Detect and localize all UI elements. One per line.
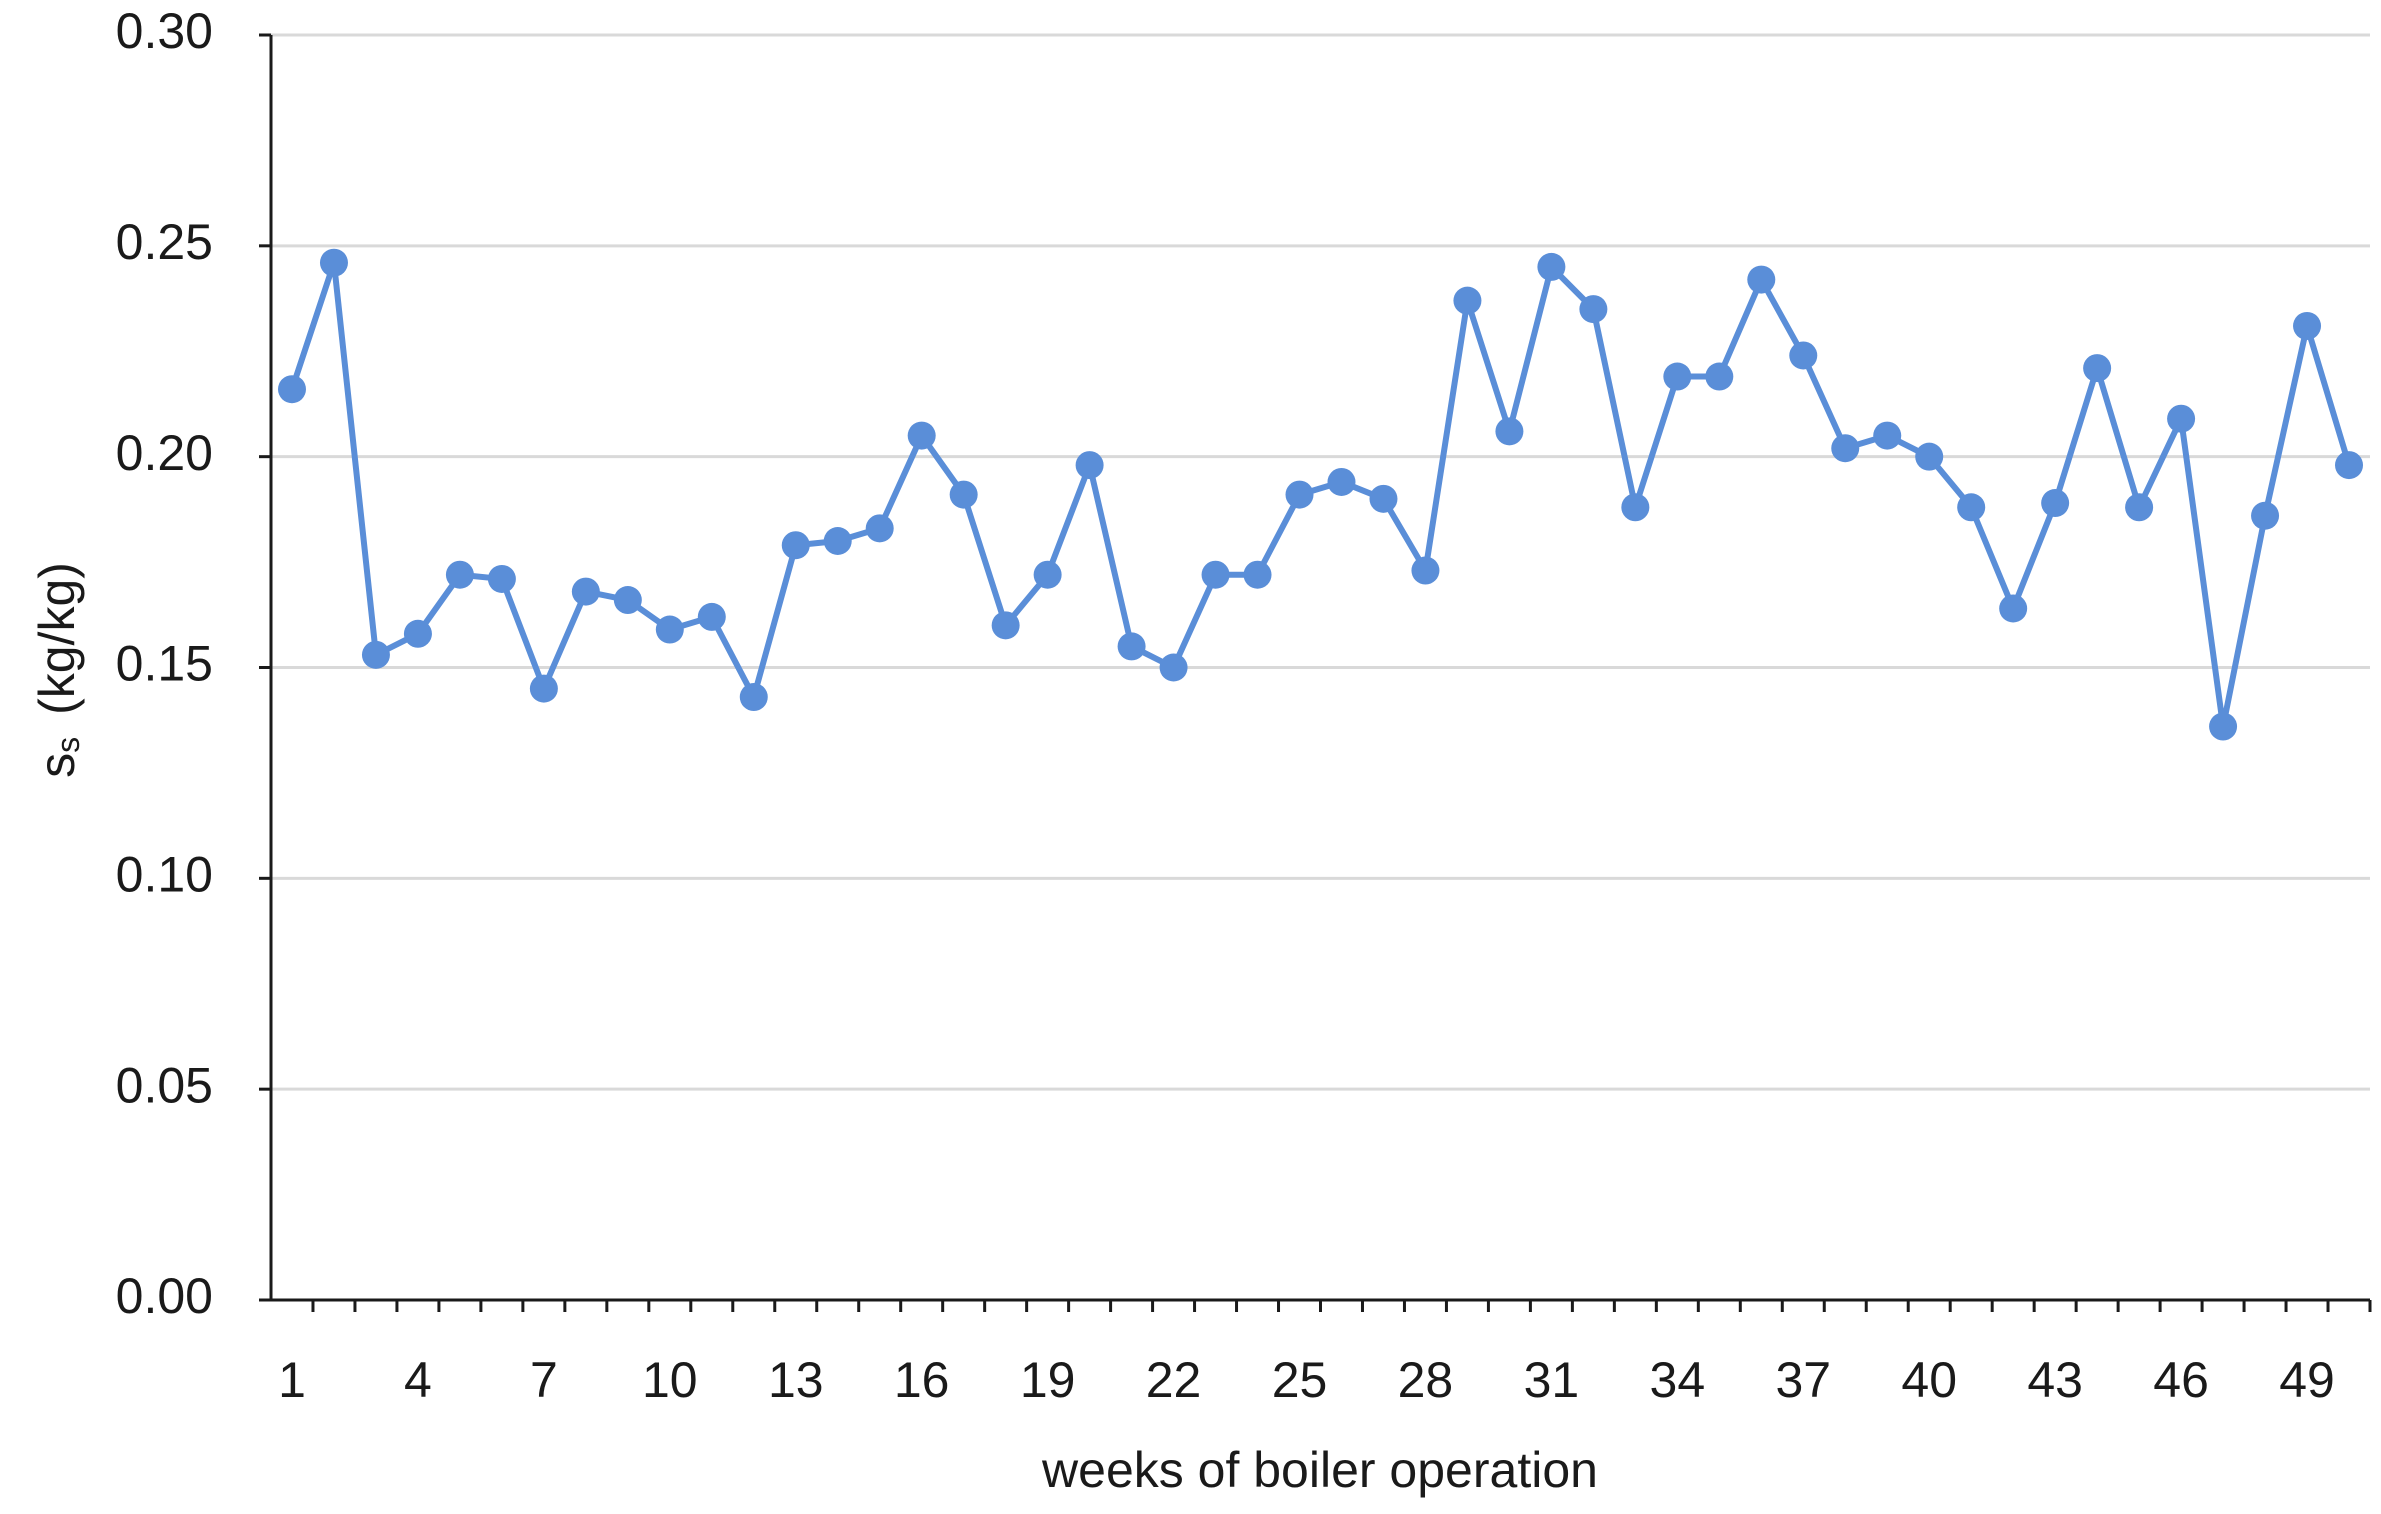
y-axis-subscript: s <box>50 737 86 753</box>
data-point <box>1411 556 1440 585</box>
data-point <box>1159 653 1188 682</box>
y-tick-label: 0.00 <box>116 1268 213 1324</box>
y-tick-label: 0.05 <box>116 1057 213 1113</box>
data-point <box>1453 286 1482 315</box>
data-point <box>1033 560 1062 589</box>
data-point <box>1831 434 1860 463</box>
data-point <box>1747 265 1776 294</box>
data-point <box>1789 341 1818 370</box>
data-point <box>1915 442 1944 471</box>
y-axis-symbol: s <box>29 753 85 778</box>
x-tick-label: 22 <box>1146 1352 1202 1408</box>
data-point <box>1579 295 1608 324</box>
x-tick-label: 25 <box>1272 1352 1328 1408</box>
data-point <box>697 602 726 631</box>
x-tick-label: 28 <box>1398 1352 1454 1408</box>
data-point <box>319 248 348 277</box>
data-point <box>529 674 558 703</box>
x-tick-label: 46 <box>2153 1352 2209 1408</box>
data-point <box>2083 354 2112 383</box>
data-point <box>823 527 852 555</box>
data-point <box>1285 480 1314 509</box>
x-tick-label: 49 <box>2279 1352 2335 1408</box>
data-point <box>1999 594 2028 623</box>
y-tick-label: 0.15 <box>116 636 213 692</box>
data-point <box>2209 712 2238 741</box>
data-line <box>289 259 2352 730</box>
data-point <box>1621 493 1650 522</box>
x-tick-label: 34 <box>1650 1352 1706 1408</box>
data-point <box>1705 362 1734 391</box>
y-tick-label: 0.10 <box>116 847 213 903</box>
data-point <box>613 586 642 615</box>
x-tick-label: 19 <box>1020 1352 1076 1408</box>
x-tick-label: 37 <box>1775 1352 1831 1408</box>
data-point <box>445 560 474 589</box>
data-point <box>2251 501 2280 530</box>
data-point <box>2335 451 2364 480</box>
x-tick-label: 43 <box>2027 1352 2083 1408</box>
x-tick-label: 31 <box>1524 1352 1580 1408</box>
data-point <box>1957 493 1986 522</box>
data-point <box>571 577 600 606</box>
data-point <box>487 564 516 593</box>
data-point <box>781 531 810 560</box>
x-tick-label: 13 <box>768 1352 824 1408</box>
data-point <box>1537 252 1566 281</box>
y-tick-label: 0.20 <box>116 425 213 481</box>
data-point <box>1243 560 1272 589</box>
data-point <box>1873 421 1902 450</box>
y-tick-label: 0.25 <box>116 214 213 270</box>
x-axis-title: weeks of boiler operation <box>1041 1442 1598 1498</box>
data-point <box>361 640 390 669</box>
data-point <box>1495 417 1524 446</box>
data-point <box>1663 362 1692 391</box>
x-tick-label: 1 <box>278 1352 306 1408</box>
x-tick-label: 4 <box>404 1352 432 1408</box>
data-point <box>1201 560 1230 589</box>
data-point <box>403 619 432 648</box>
data-point <box>1327 467 1356 496</box>
x-tick-label: 7 <box>530 1352 558 1408</box>
data-point <box>865 514 894 543</box>
data-point <box>2293 311 2322 340</box>
y-tick-label: 0.30 <box>116 3 213 59</box>
y-axis-unit: (kg/kg) <box>29 562 85 715</box>
data-point <box>277 375 306 404</box>
x-tick-label: 10 <box>642 1352 698 1408</box>
data-point <box>949 480 978 509</box>
data-point <box>2167 404 2196 433</box>
data-point <box>1075 451 1104 480</box>
data-point <box>907 421 936 450</box>
x-tick-label: 40 <box>1901 1352 1957 1408</box>
x-tick-label: 16 <box>894 1352 950 1408</box>
data-point <box>1369 484 1398 513</box>
data-point <box>739 683 768 712</box>
data-point <box>991 611 1020 640</box>
data-point <box>1117 632 1146 661</box>
data-point <box>655 615 684 644</box>
data-point <box>2041 489 2070 518</box>
y-axis-title: ss (kg/kg) <box>29 562 86 778</box>
data-point <box>2125 493 2154 522</box>
